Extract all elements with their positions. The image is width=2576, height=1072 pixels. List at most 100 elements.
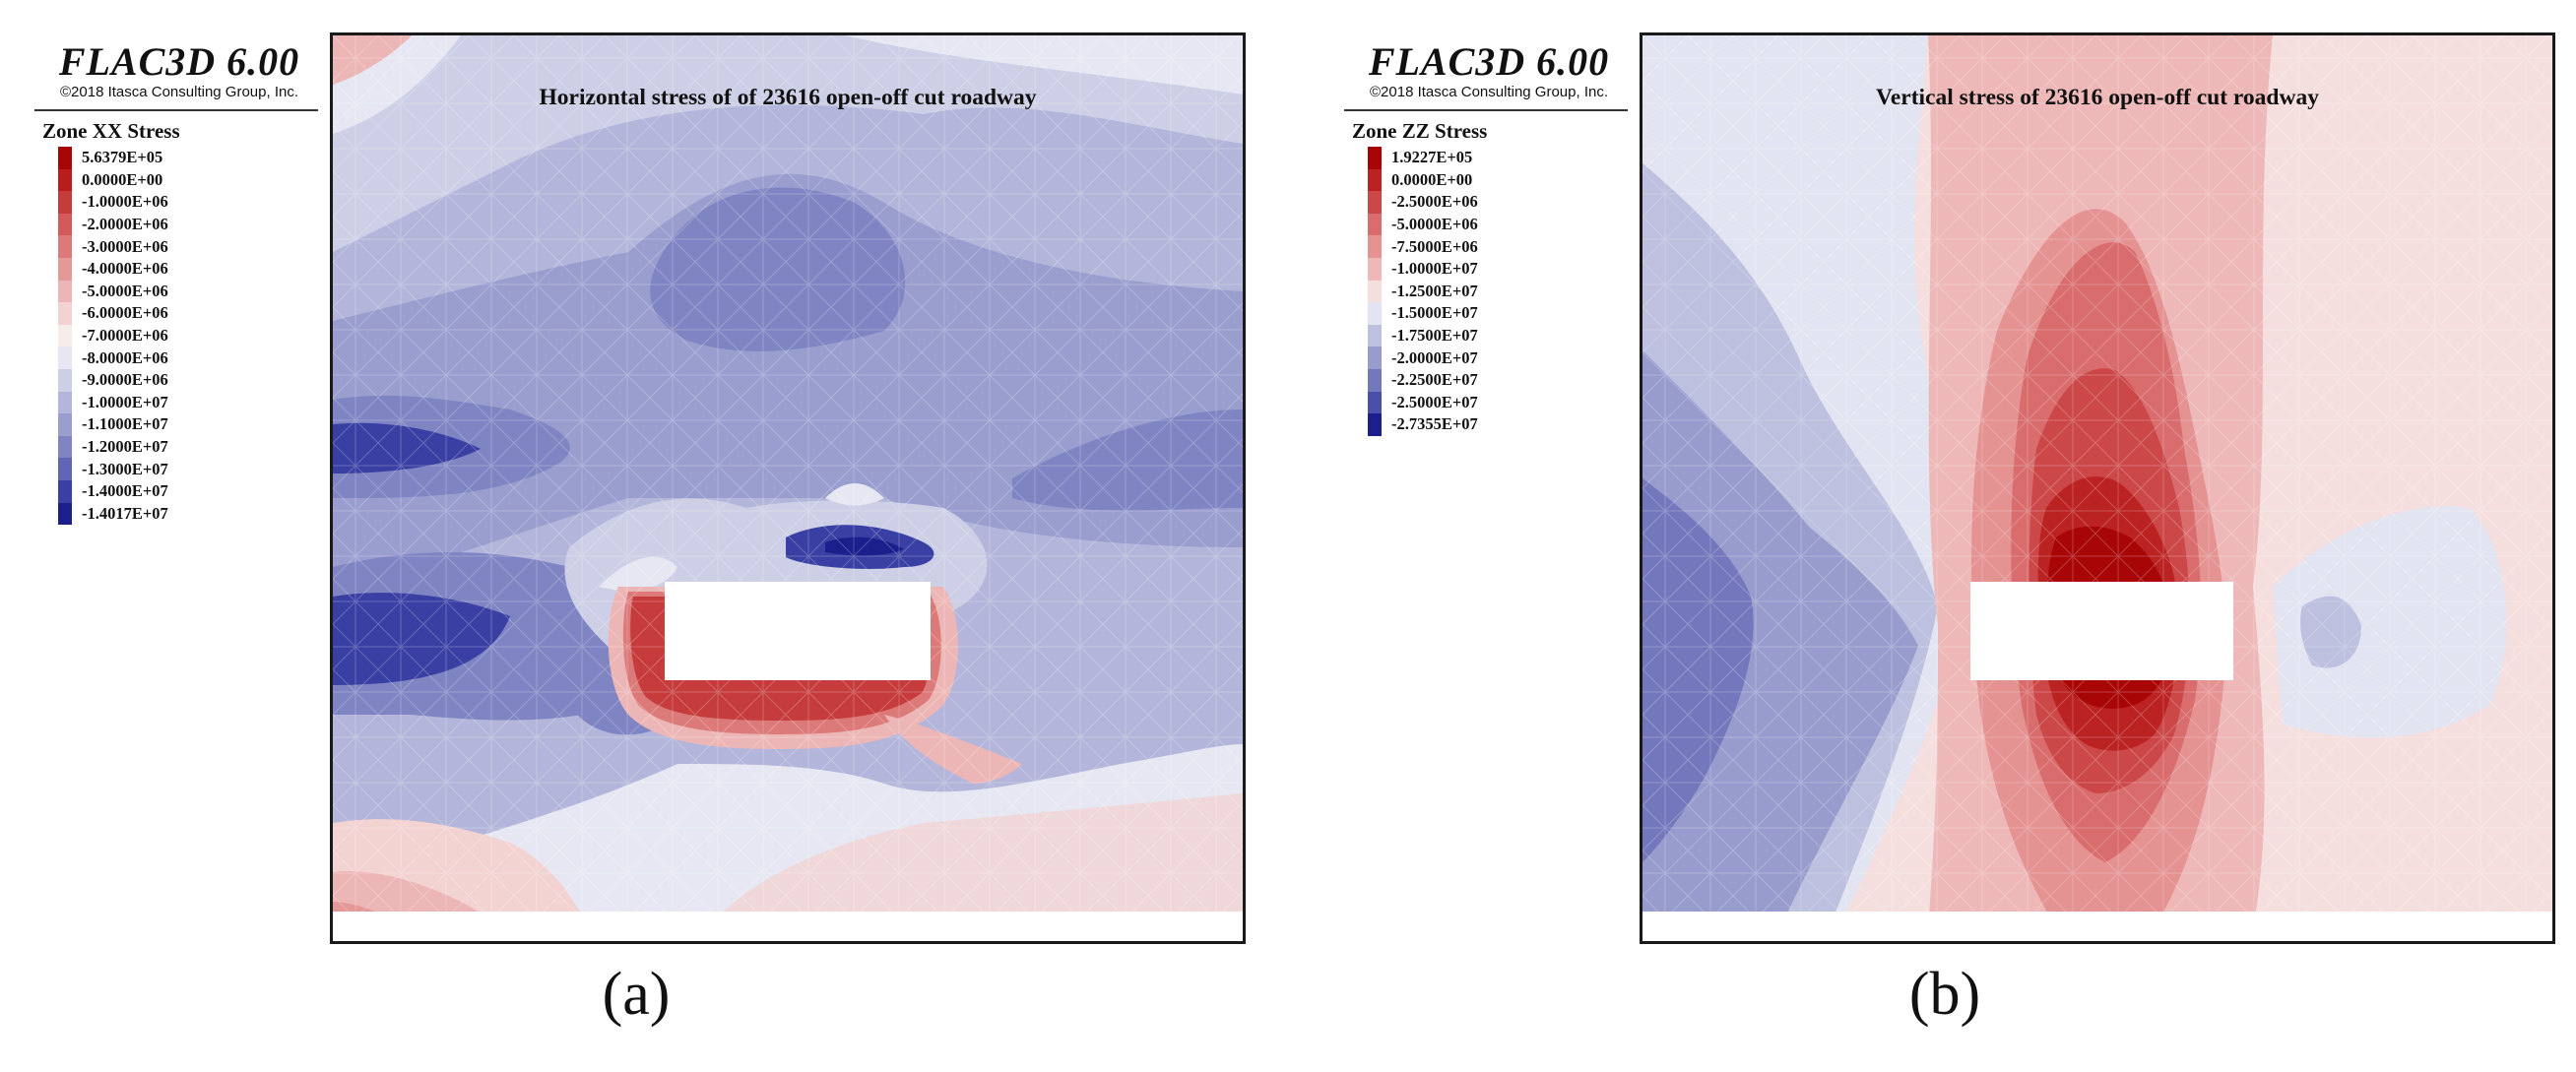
software-copyright: ©2018 Itasca Consulting Group, Inc. <box>1369 84 1609 100</box>
legend-entry: -2.5000E+07 <box>1368 391 1478 414</box>
legend-entry: -5.0000E+06 <box>58 280 168 303</box>
roadway-opening <box>1970 582 2233 680</box>
legend-label: 0.0000E+00 <box>82 169 163 189</box>
legend-label: -5.0000E+06 <box>1391 215 1478 234</box>
legend-entry: -6.0000E+06 <box>58 302 168 325</box>
legend-label: -2.7355E+07 <box>1391 414 1478 434</box>
legend-entry: -7.0000E+06 <box>58 324 168 347</box>
legend-entry: -1.4000E+07 <box>58 479 168 503</box>
legend-swatch <box>1368 213 1382 236</box>
legend-swatch <box>58 391 72 414</box>
legend-entry: -1.2500E+07 <box>1368 280 1478 303</box>
legend-entry: -5.0000E+06 <box>1368 213 1478 236</box>
panel-vertical-stress: FLAC3D 6.00 ©2018 Itasca Consulting Grou… <box>1338 32 2555 944</box>
legend-label: -1.7500E+07 <box>1391 326 1478 346</box>
legend-entry: -1.4017E+07 <box>58 502 168 526</box>
stress-contour-zz <box>1642 35 2552 927</box>
roadway-opening <box>665 582 931 680</box>
legend-swatch <box>58 235 72 258</box>
legend-swatch <box>58 324 72 347</box>
legend-swatch <box>58 479 72 503</box>
subfigure-caption-a: (a) <box>602 961 671 1028</box>
legend-label: -5.0000E+06 <box>82 281 168 300</box>
legend-entry: -1.1000E+07 <box>58 413 168 436</box>
legend-label: -6.0000E+06 <box>82 303 168 323</box>
logo-divider <box>34 109 318 111</box>
legend-panel: FLAC3D 6.00 ©2018 Itasca Consulting Grou… <box>1338 32 1642 944</box>
legend-swatch <box>58 213 72 236</box>
legend-entry: -2.0000E+06 <box>58 213 168 236</box>
software-copyright: ©2018 Itasca Consulting Group, Inc. <box>59 84 299 100</box>
legend-swatch <box>58 147 72 169</box>
legend-list: 5.6379E+05 0.0000E+00 -1.0000E+06 -2.0000E+… <box>58 147 168 526</box>
legend-swatch <box>58 280 72 303</box>
software-logo-title: FLAC3D 6.00 <box>1368 39 1610 84</box>
plot-title: Horizontal stress of of 23616 open-off c… <box>539 85 1037 110</box>
legend-swatch <box>58 458 72 480</box>
legend-swatch <box>58 502 72 526</box>
legend-label: -1.2500E+07 <box>1391 281 1478 300</box>
legend-swatch <box>58 347 72 369</box>
legend-entry: -1.5000E+07 <box>1368 302 1478 325</box>
legend-entry: -1.0000E+06 <box>58 191 168 214</box>
legend-swatch <box>1368 235 1382 258</box>
legend-entry: 1.9227E+05 <box>1368 147 1478 169</box>
legend-label: -1.0000E+07 <box>82 392 168 411</box>
legend-label: -2.0000E+07 <box>1391 347 1478 367</box>
legend-label: -2.5000E+06 <box>1391 192 1478 212</box>
legend-label: -7.5000E+06 <box>1391 236 1478 256</box>
legend-label: -1.4017E+07 <box>82 503 168 523</box>
legend-entry: 5.6379E+05 <box>58 147 168 169</box>
legend-swatch <box>58 368 72 392</box>
legend-label: -3.0000E+06 <box>82 236 168 256</box>
legend-title: Zone ZZ Stress <box>1352 119 1488 143</box>
legend-swatch <box>1368 368 1382 392</box>
legend-swatch <box>58 257 72 281</box>
legend-panel: FLAC3D 6.00 ©2018 Itasca Consulting Grou… <box>29 32 333 944</box>
legend-swatch <box>1368 191 1382 214</box>
legend-entry: -4.0000E+06 <box>58 257 168 281</box>
legend-label: -1.0000E+06 <box>82 192 168 212</box>
legend-label: -9.0000E+06 <box>82 370 168 390</box>
legend-swatch <box>1368 302 1382 325</box>
legend-swatch <box>1368 324 1382 347</box>
legend-swatch <box>58 413 72 436</box>
legend-entry: -3.0000E+06 <box>58 235 168 258</box>
legend-label: -4.0000E+06 <box>82 259 168 279</box>
legend-swatch <box>1368 280 1382 303</box>
legend-entry: -1.2000E+07 <box>58 435 168 459</box>
legend-swatch <box>58 191 72 214</box>
legend-label: -1.0000E+07 <box>1391 259 1478 279</box>
stress-contour-xx <box>333 35 1243 927</box>
contour-plot: Vertical stress of 23616 open-off cut ro… <box>1642 35 2552 927</box>
legend-entry: -1.3000E+07 <box>58 458 168 480</box>
legend-label: -1.4000E+07 <box>82 481 168 501</box>
legend-label: -1.2000E+07 <box>82 437 168 457</box>
legend-swatch <box>58 435 72 459</box>
legend-swatch <box>1368 257 1382 281</box>
subfigure-caption-b: (b) <box>1908 961 1981 1028</box>
legend-swatch <box>1368 347 1382 369</box>
legend-label: 5.6379E+05 <box>82 148 163 167</box>
legend-swatch <box>1368 391 1382 414</box>
legend-entry: -1.0000E+07 <box>58 391 168 414</box>
legend-entry: -1.0000E+07 <box>1368 257 1478 281</box>
legend-swatch <box>1368 147 1382 169</box>
panel-horizontal-stress: FLAC3D 6.00 ©2018 Itasca Consulting Grou… <box>29 32 1246 944</box>
legend-swatch <box>58 302 72 325</box>
legend-label: -7.0000E+06 <box>82 326 168 346</box>
legend-label: -8.0000E+06 <box>82 347 168 367</box>
legend-label: -1.3000E+07 <box>82 459 168 478</box>
legend-label: -2.5000E+07 <box>1391 392 1478 411</box>
legend-label: 0.0000E+00 <box>1391 169 1473 189</box>
legend-label: 1.9227E+05 <box>1391 148 1473 167</box>
legend-swatch <box>1368 413 1382 436</box>
legend-label: -2.0000E+06 <box>82 215 168 234</box>
software-logo-title: FLAC3D 6.00 <box>58 39 300 84</box>
legend-entry: -2.5000E+06 <box>1368 191 1478 214</box>
legend-entry: -7.5000E+06 <box>1368 235 1478 258</box>
legend-entry: -2.0000E+07 <box>1368 347 1478 369</box>
plot-title: Vertical stress of 23616 open-off cut ro… <box>1876 85 2319 110</box>
legend-entry: -8.0000E+06 <box>58 347 168 369</box>
legend-entry: -9.0000E+06 <box>58 368 168 392</box>
